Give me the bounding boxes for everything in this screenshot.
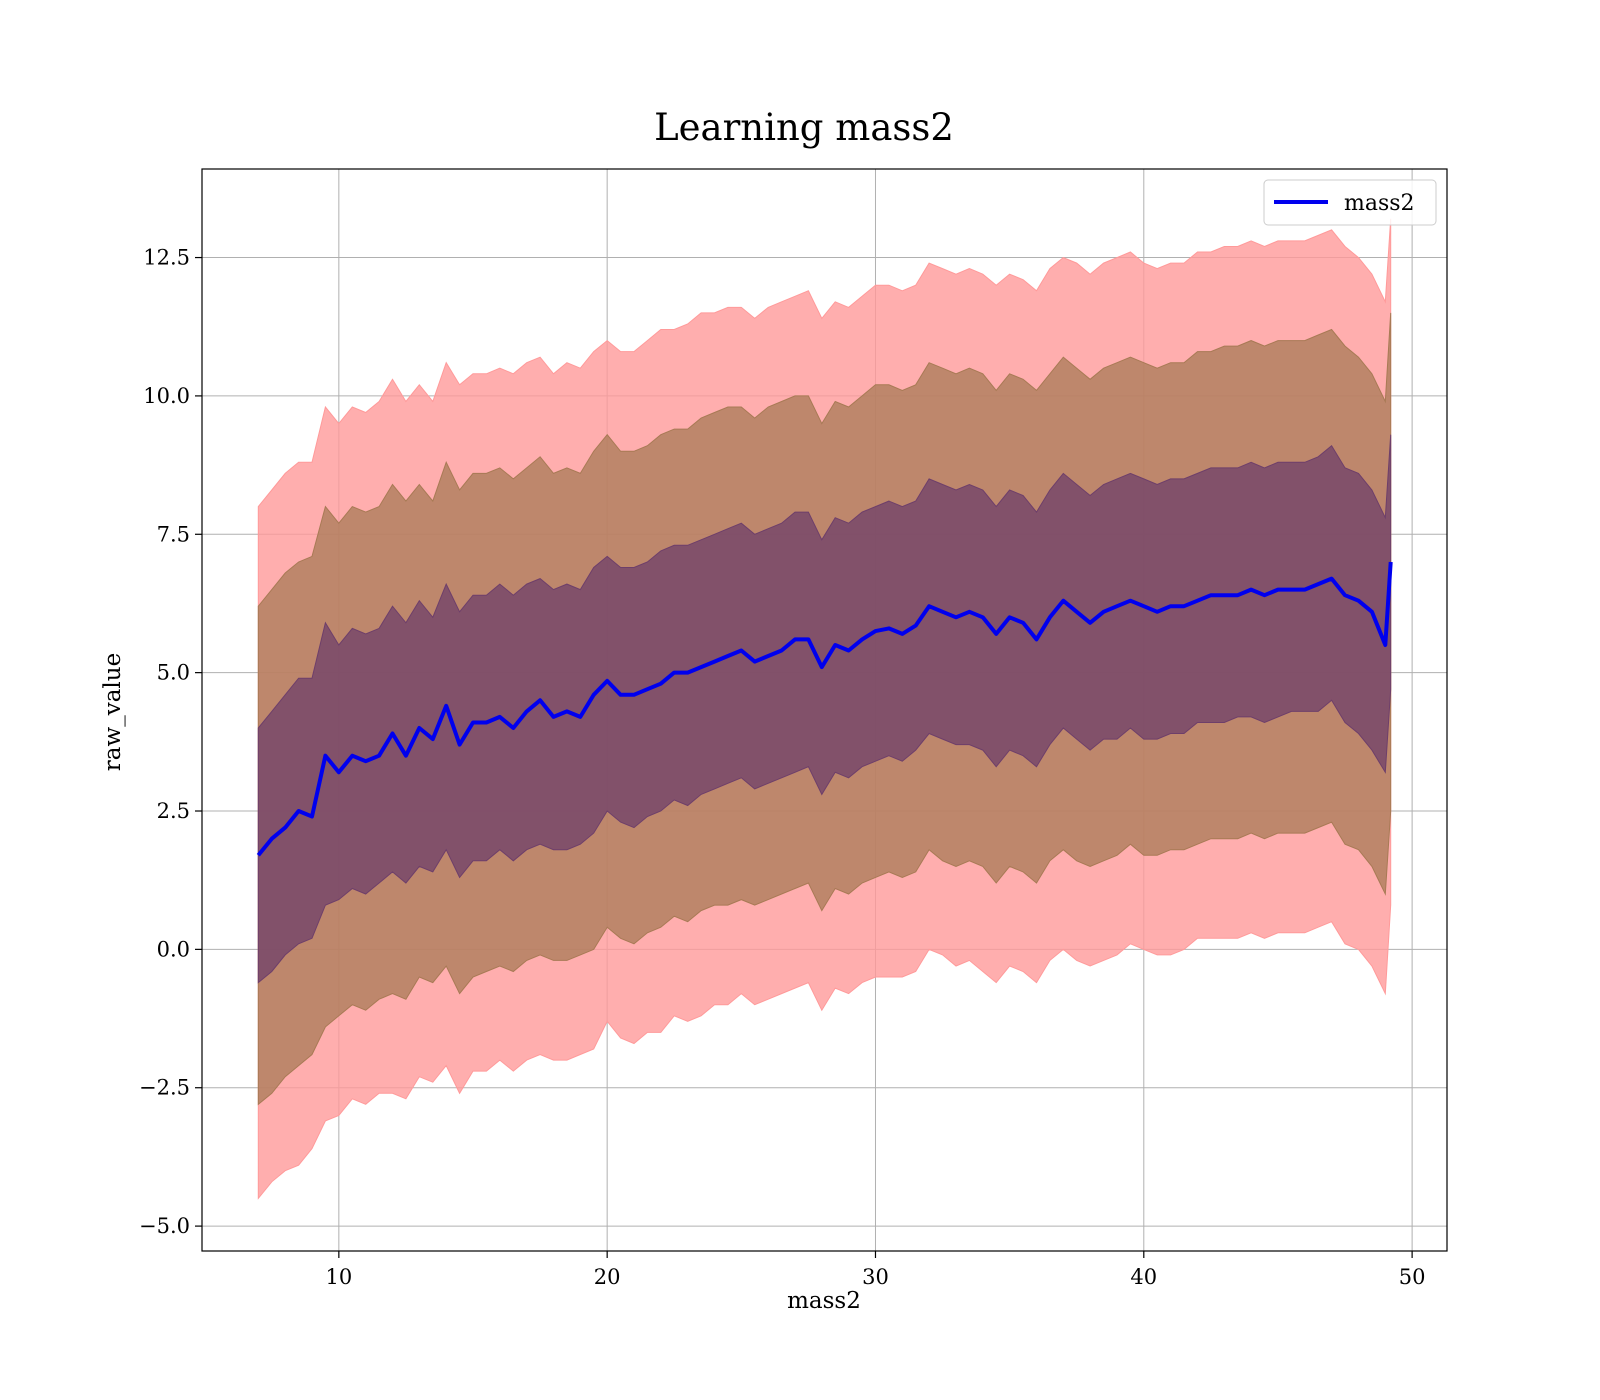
y-tick-label-2: 0.0 bbox=[157, 937, 190, 961]
chart-title: Learning mass2 bbox=[654, 106, 954, 149]
legend-box bbox=[1263, 179, 1437, 226]
y-tick-label-5: 7.5 bbox=[157, 522, 190, 546]
plot-frame bbox=[201, 168, 1448, 1252]
x-axis-ticks: 10 20 30 40 50 bbox=[325, 1251, 1425, 1289]
x-tick-label-2: 30 bbox=[862, 1265, 889, 1289]
x-tick-label-0: 10 bbox=[325, 1265, 352, 1289]
x-tick-label-1: 20 bbox=[594, 1265, 621, 1289]
series-line-mass2 bbox=[256, 561, 1393, 857]
y-tick-label-1: −2.5 bbox=[139, 1076, 190, 1100]
legend-label-mass2: mass2 bbox=[1344, 191, 1415, 216]
x-axis-label: mass2 bbox=[787, 1288, 861, 1314]
y-tick-label-7: 12.5 bbox=[143, 246, 190, 270]
y-tick-label-0: −5.0 bbox=[139, 1214, 190, 1238]
series-lines bbox=[256, 561, 1393, 857]
legend: mass2 bbox=[1263, 179, 1437, 226]
y-axis-label: raw_value bbox=[100, 653, 126, 771]
x-tick-label-4: 50 bbox=[1399, 1265, 1426, 1289]
y-tick-label-4: 5.0 bbox=[157, 661, 190, 685]
x-tick-label-3: 40 bbox=[1130, 1265, 1157, 1289]
confidence-bands bbox=[257, 218, 1392, 1200]
y-axis-ticks: −5.0 −2.5 0.0 2.5 5.0 7.5 10.0 12.5 bbox=[139, 246, 202, 1238]
band-inner bbox=[257, 434, 1392, 984]
y-tick-label-3: 2.5 bbox=[157, 799, 190, 823]
y-tick-label-6: 10.0 bbox=[143, 384, 190, 408]
